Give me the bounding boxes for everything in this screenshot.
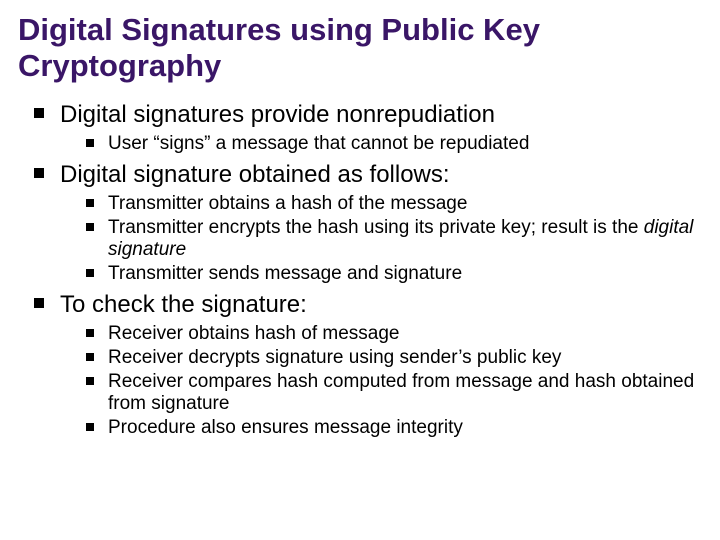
section-heading: To check the signature: — [60, 291, 307, 318]
sub-list: Receiver obtains hash of message Receive… — [60, 323, 700, 439]
slide-title: Digital Signatures using Public Key Cryp… — [18, 12, 700, 83]
list-item: Receiver compares hash computed from mes… — [86, 371, 700, 415]
section-nonrepudiation: Digital signatures provide nonrepudiatio… — [34, 101, 700, 155]
slide: Digital Signatures using Public Key Cryp… — [0, 0, 720, 540]
item-text: Procedure also ensures message integrity — [108, 417, 463, 438]
section-heading: Digital signatures provide nonrepudiatio… — [60, 101, 495, 128]
item-text: Receiver obtains hash of message — [108, 323, 400, 344]
item-text: Transmitter sends message and signature — [108, 263, 462, 284]
list-item: Transmitter sends message and signature — [86, 263, 700, 285]
section-obtained: Digital signature obtained as follows: T… — [34, 161, 700, 285]
list-item: Receiver obtains hash of message — [86, 323, 700, 345]
list-item: Receiver decrypts signature using sender… — [86, 347, 700, 369]
list-item: Procedure also ensures message integrity — [86, 417, 700, 439]
item-text: Transmitter obtains a hash of the messag… — [108, 193, 467, 214]
list-item: User “signs” a message that cannot be re… — [86, 133, 700, 155]
section-check: To check the signature: Receiver obtains… — [34, 291, 700, 439]
sub-list: User “signs” a message that cannot be re… — [60, 133, 700, 155]
list-item: Transmitter encrypts the hash using its … — [86, 217, 700, 261]
item-text: Receiver decrypts signature using sender… — [108, 347, 561, 368]
item-pre: Transmitter encrypts the hash using its … — [108, 217, 644, 238]
item-text: Receiver compares hash computed from mes… — [108, 371, 694, 414]
item-text: User “signs” a message that cannot be re… — [108, 133, 529, 154]
sub-list: Transmitter obtains a hash of the messag… — [60, 193, 700, 285]
bullet-list: Digital signatures provide nonrepudiatio… — [18, 101, 700, 439]
item-text: Transmitter encrypts the hash using its … — [108, 217, 693, 260]
list-item: Transmitter obtains a hash of the messag… — [86, 193, 700, 215]
section-heading: Digital signature obtained as follows: — [60, 161, 450, 188]
